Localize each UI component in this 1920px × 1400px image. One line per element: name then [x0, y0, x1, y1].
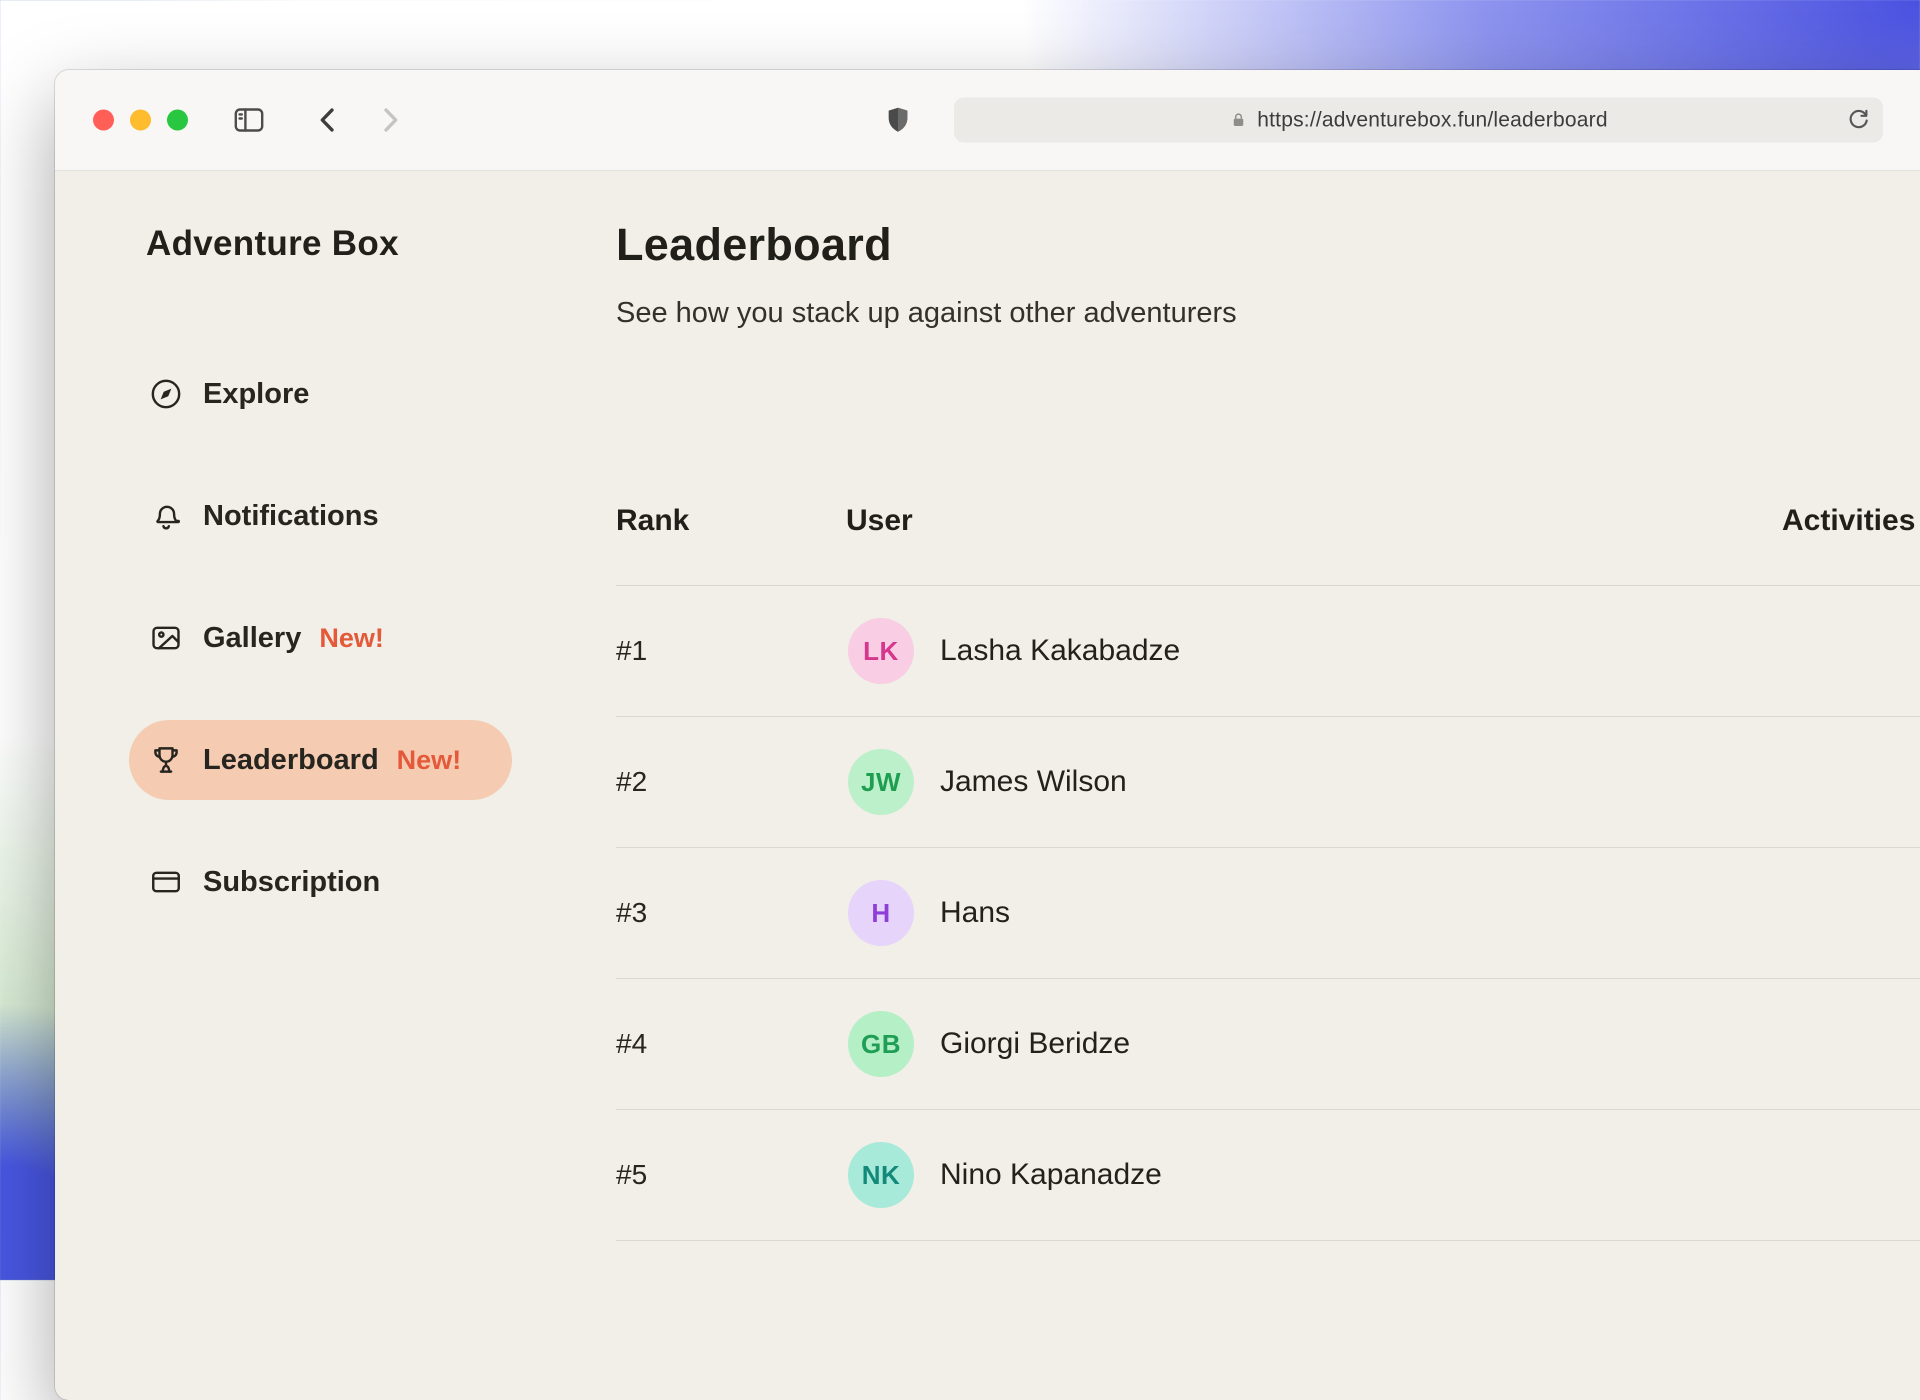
reload-icon[interactable]: [1845, 107, 1872, 134]
url-text: https://adventurebox.fun/leaderboard: [1257, 108, 1608, 131]
sidebar-item-label: Subscription: [203, 865, 381, 898]
sidebar-nav: Explore Notifications Gallery New! Leade…: [129, 354, 512, 922]
user-cell: LK Lasha Kakabadze: [846, 618, 1782, 684]
bell-icon: [149, 499, 183, 533]
rank-cell: #4: [616, 1028, 648, 1059]
table-row[interactable]: #4 GB Giorgi Beridze: [616, 979, 1920, 1110]
app-title: Adventure Box: [146, 224, 399, 263]
rank-cell: #1: [616, 635, 648, 666]
user-cell: H Hans: [846, 880, 1782, 946]
new-badge: New!: [319, 622, 384, 653]
rank-column-header: Rank: [616, 504, 690, 537]
user-name: Nino Kapanadze: [940, 1158, 1162, 1191]
shield-icon[interactable]: [882, 104, 914, 136]
rank-cell: #5: [616, 1159, 648, 1190]
page-title: Leaderboard: [616, 219, 892, 270]
sidebar-item-label: Leaderboard: [203, 743, 379, 776]
avatar: NK: [848, 1142, 914, 1208]
browser-window: https://adventurebox.fun/leaderboard Adv…: [55, 70, 1920, 1400]
avatar: GB: [848, 1011, 914, 1077]
page-subtitle: See how you stack up against other adven…: [616, 297, 1237, 329]
back-icon[interactable]: [311, 103, 345, 137]
close-window-button[interactable]: [93, 109, 114, 131]
address-bar[interactable]: https://adventurebox.fun/leaderboard: [954, 97, 1883, 143]
user-name: James Wilson: [940, 765, 1127, 798]
user-cell: JW James Wilson: [846, 749, 1782, 815]
rank-cell: #3: [616, 897, 648, 928]
table-body: #1 LK Lasha Kakabadze #2 JW James Wilson…: [616, 586, 1920, 1241]
avatar: H: [848, 880, 914, 946]
rank-cell: #2: [616, 766, 648, 797]
window-controls: [93, 109, 188, 131]
compass-icon: [149, 377, 183, 411]
user-column-header: User: [846, 504, 913, 537]
table-row[interactable]: #5 NK Nino Kapanadze: [616, 1110, 1920, 1241]
sidebar-item-leaderboard[interactable]: Leaderboard New!: [129, 720, 512, 800]
user-name: Giorgi Beridze: [940, 1027, 1131, 1060]
avatar: JW: [848, 749, 914, 815]
sidebar-item-label: Explore: [203, 377, 310, 410]
card-icon: [149, 865, 183, 899]
image-icon: [149, 621, 183, 655]
forward-icon[interactable]: [373, 103, 407, 137]
browser-toolbar: https://adventurebox.fun/leaderboard: [55, 70, 1920, 171]
sidebar-item-notifications[interactable]: Notifications: [129, 476, 512, 556]
sidebar-item-subscription[interactable]: Subscription: [129, 842, 512, 922]
table-row[interactable]: #1 LK Lasha Kakabadze: [616, 586, 1920, 717]
user-name: Hans: [940, 896, 1011, 929]
sidebar-item-label: Gallery: [203, 621, 302, 654]
user-cell: GB Giorgi Beridze: [846, 1011, 1782, 1077]
sidebar-toggle-icon[interactable]: [231, 102, 267, 138]
page-content: Adventure Box Explore Notifications Gall…: [55, 171, 1920, 1399]
table-header-row: Rank User Activities: [616, 504, 1920, 586]
trophy-icon: [149, 743, 183, 777]
sidebar-item-label: Notifications: [203, 499, 379, 532]
table-row[interactable]: #3 H Hans: [616, 848, 1920, 979]
user-name: Lasha Kakabadze: [940, 634, 1181, 667]
minimize-window-button[interactable]: [130, 109, 151, 131]
sidebar: Adventure Box Explore Notifications Gall…: [55, 171, 560, 1399]
leaderboard-table: Rank User Activities #1 LK Lasha Kakabad…: [616, 504, 1920, 1241]
avatar: LK: [848, 618, 914, 684]
lock-icon: [1229, 111, 1248, 130]
activities-column-header: Activities: [1782, 504, 1916, 537]
sidebar-item-gallery[interactable]: Gallery New!: [129, 598, 512, 678]
main-content: Leaderboard See how you stack up against…: [560, 171, 1920, 1399]
zoom-window-button[interactable]: [167, 109, 188, 131]
sidebar-item-explore[interactable]: Explore: [129, 354, 512, 434]
user-cell: NK Nino Kapanadze: [846, 1142, 1782, 1208]
table-row[interactable]: #2 JW James Wilson: [616, 717, 1920, 848]
new-badge: New!: [396, 744, 462, 775]
